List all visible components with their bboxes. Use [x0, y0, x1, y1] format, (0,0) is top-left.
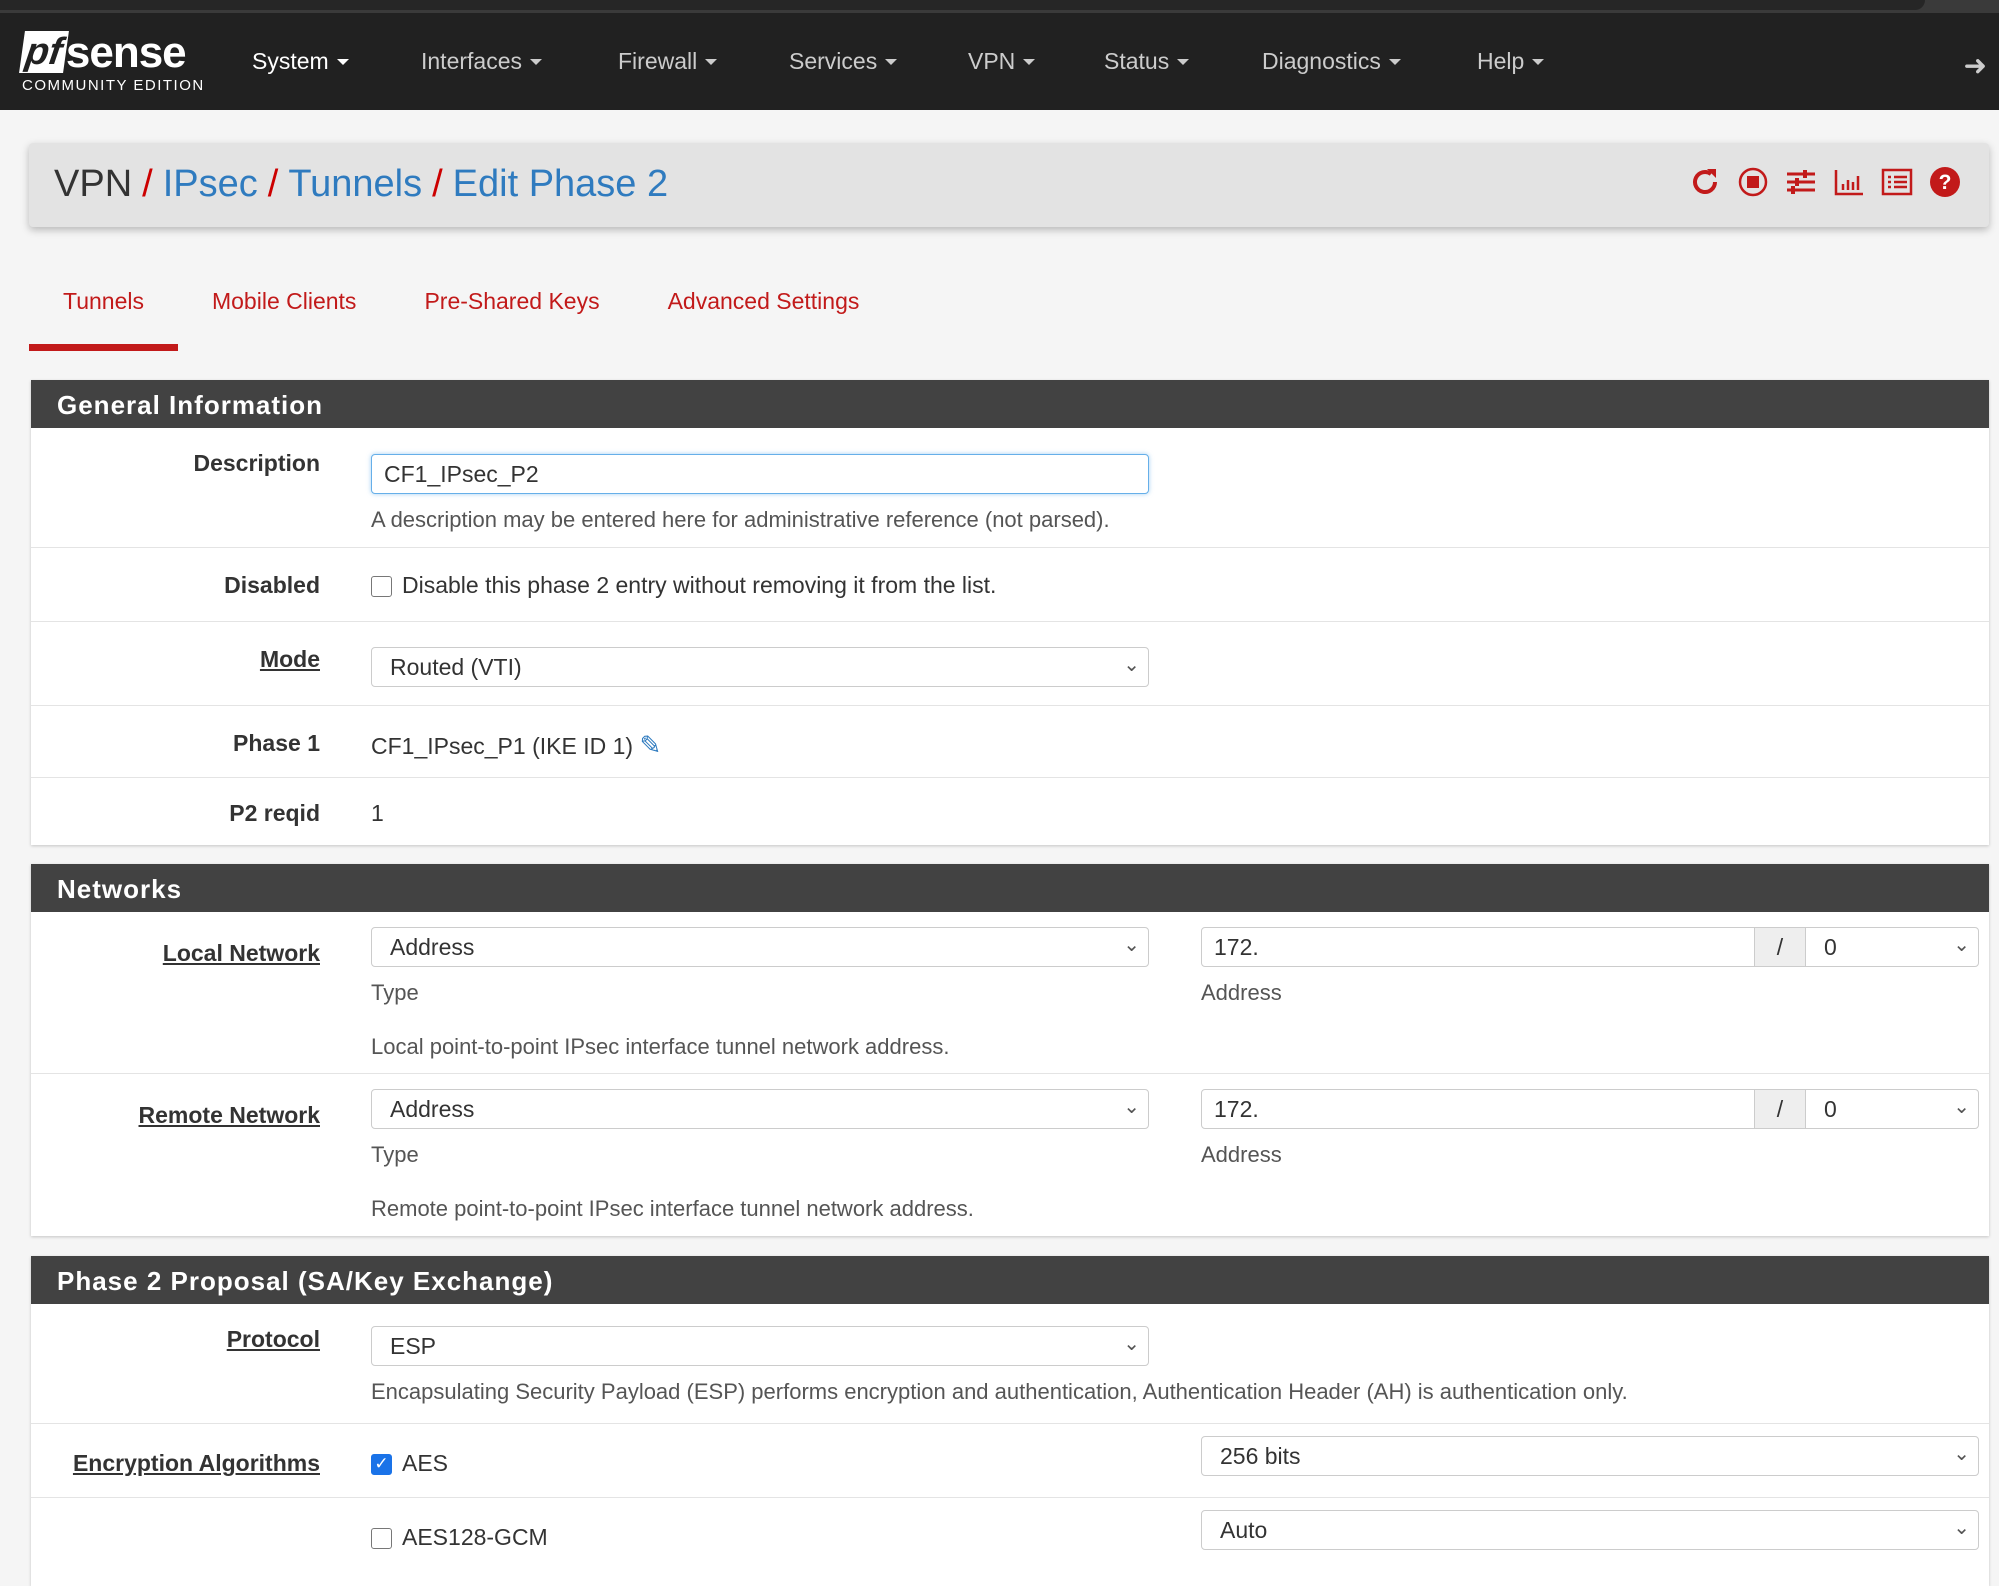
remote-mask-select[interactable]: 0 ⌄	[1805, 1089, 1979, 1129]
chevron-down-icon: ⌄	[1953, 1443, 1970, 1465]
tab-tunnels[interactable]: Tunnels	[29, 280, 178, 351]
list-icon[interactable]	[1881, 165, 1913, 199]
algo-aes128gcm-option[interactable]: AES128-GCM	[371, 1524, 548, 1551]
nav-services[interactable]: Services	[789, 13, 898, 110]
restart-icon[interactable]	[1689, 165, 1721, 199]
section-title: Networks	[31, 864, 1989, 912]
pencil-icon[interactable]: ✎	[639, 730, 662, 760]
breadcrumb: VPN / IPsec / Tunnels / Edit Phase 2	[54, 163, 669, 205]
nav-diagnostics[interactable]: Diagnostics	[1262, 13, 1401, 110]
pfsense-logo[interactable]: pfsense COMMUNITY EDITION	[19, 31, 205, 94]
networks-panel: Networks Local Network Address ⌄ Type Loc…	[31, 864, 1989, 1236]
section-title: Phase 2 Proposal (SA/Key Exchange)	[31, 1256, 1989, 1304]
tab-pre-shared-keys[interactable]: Pre-Shared Keys	[424, 288, 600, 314]
reqid-value: 1	[371, 800, 384, 826]
chevron-down-icon: ⌄	[1123, 654, 1140, 676]
local-address-input[interactable]: 172.	[1201, 927, 1755, 967]
logout-icon[interactable]: ➜	[1963, 50, 1987, 81]
aes128gcm-checkbox[interactable]	[371, 1528, 392, 1550]
section-title: General Information	[31, 380, 1989, 428]
encryption-algorithms-label[interactable]: Encryption Algorithms	[72, 1450, 320, 1476]
disabled-checkbox[interactable]	[371, 576, 392, 598]
mode-select[interactable]: Routed (VTI) ⌄	[371, 647, 1149, 687]
remote-network-help: Remote point-to-point IPsec interface tu…	[371, 1196, 974, 1221]
stop-icon[interactable]	[1737, 165, 1769, 199]
slash-addon: /	[1754, 1089, 1806, 1129]
breadcrumb-ipsec[interactable]: IPsec	[162, 163, 258, 205]
algo-aes-option[interactable]: ✓ AES	[371, 1450, 448, 1477]
tab-bar: Tunnels Mobile Clients Pre-Shared Keys A…	[29, 280, 893, 351]
tab-mobile-clients[interactable]: Mobile Clients	[211, 288, 357, 314]
chevron-down-icon: ⌄	[1123, 1333, 1140, 1355]
mode-label[interactable]: Mode	[259, 646, 320, 672]
remote-type-select[interactable]: Address ⌄	[371, 1089, 1149, 1129]
aes-keylen-select[interactable]: 256 bits ⌄	[1201, 1436, 1979, 1476]
aes-checkbox[interactable]: ✓	[371, 1454, 392, 1476]
chevron-down-icon: ⌄	[1953, 1096, 1970, 1118]
phase2-proposal-panel: Phase 2 Proposal (SA/Key Exchange) Proto…	[31, 1256, 1989, 1586]
address-label: Address	[1201, 1142, 1282, 1167]
chevron-down-icon: ⌄	[1953, 1517, 1970, 1539]
nav-vpn[interactable]: VPN	[968, 13, 1036, 110]
help-icon[interactable]: ?	[1929, 165, 1961, 199]
sliders-icon[interactable]	[1785, 165, 1817, 199]
chart-icon[interactable]	[1833, 165, 1865, 199]
local-network-label[interactable]: Local Network	[162, 940, 320, 966]
protocol-help: Encapsulating Security Payload (ESP) per…	[371, 1379, 1628, 1404]
local-network-help: Local point-to-point IPsec interface tun…	[371, 1034, 950, 1059]
aes128gcm-keylen-select[interactable]: Auto ⌄	[1201, 1510, 1979, 1550]
breadcrumb-vpn: VPN	[54, 163, 133, 205]
disabled-label: Disabled	[224, 572, 320, 598]
nav-help[interactable]: Help	[1477, 13, 1545, 110]
general-information-panel: General Information Description CF1_IPse…	[31, 380, 1989, 845]
protocol-select[interactable]: ESP ⌄	[371, 1326, 1149, 1366]
nav-interfaces[interactable]: Interfaces	[421, 13, 542, 110]
window-top-strip	[0, 0, 1999, 13]
nav-status[interactable]: Status	[1104, 13, 1190, 110]
description-help: A description may be entered here for ad…	[371, 507, 1110, 532]
tab-advanced-settings[interactable]: Advanced Settings	[667, 288, 860, 314]
breadcrumb-edit-phase2[interactable]: Edit Phase 2	[452, 163, 669, 205]
nav-system[interactable]: System	[252, 13, 349, 110]
navbar: pfsense COMMUNITY EDITION System Interfac…	[0, 13, 1999, 110]
address-label: Address	[1201, 980, 1282, 1005]
breadcrumb-tunnels[interactable]: Tunnels	[288, 163, 423, 205]
protocol-label[interactable]: Protocol	[226, 1326, 320, 1352]
phase1-value: CF1_IPsec_P1 (IKE ID 1)	[371, 733, 634, 759]
phase1-label: Phase 1	[233, 730, 320, 756]
local-type-select[interactable]: Address ⌄	[371, 927, 1149, 967]
disabled-option[interactable]: Disable this phase 2 entry without remov…	[371, 572, 996, 599]
type-label: Type	[371, 1142, 419, 1167]
description-label: Description	[193, 450, 320, 476]
reqid-label: P2 reqid	[229, 800, 320, 826]
remote-address-input[interactable]: 172.	[1201, 1089, 1755, 1129]
nav-firewall[interactable]: Firewall	[618, 13, 718, 110]
description-input[interactable]: CF1_IPsec_P2	[371, 454, 1149, 494]
chevron-down-icon: ⌄	[1123, 1096, 1140, 1118]
chevron-down-icon: ⌄	[1953, 934, 1970, 956]
type-label: Type	[371, 980, 419, 1005]
local-mask-select[interactable]: 0 ⌄	[1805, 927, 1979, 967]
chevron-down-icon: ⌄	[1123, 934, 1140, 956]
slash-addon: /	[1754, 927, 1806, 967]
remote-network-label[interactable]: Remote Network	[138, 1102, 320, 1128]
breadcrumb-bar: VPN / IPsec / Tunnels / Edit Phase 2 ?	[29, 143, 1989, 227]
svg-text:?: ?	[1939, 171, 1952, 194]
